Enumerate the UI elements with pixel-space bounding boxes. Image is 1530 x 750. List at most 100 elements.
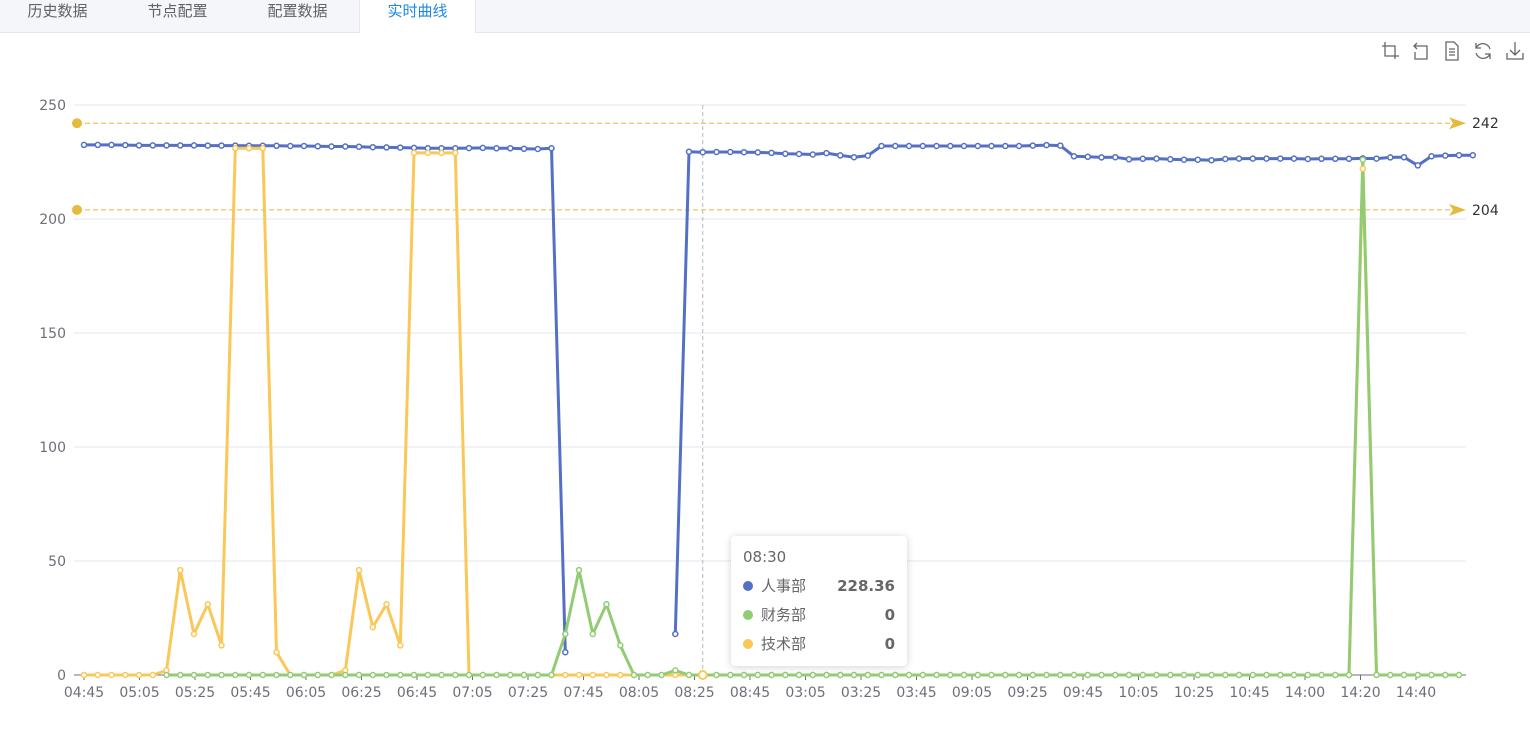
data-point [520, 145, 528, 153]
data-point [259, 671, 267, 679]
data-point [163, 142, 170, 149]
mark-line-arrow [1449, 203, 1466, 216]
x-tick-label: 06:45 [397, 685, 437, 701]
data-point [300, 142, 308, 150]
data-point [424, 671, 432, 679]
data-point [1442, 152, 1449, 159]
data-point [672, 667, 679, 674]
data-point [190, 671, 198, 679]
data-point [534, 671, 542, 679]
data-point [108, 671, 115, 679]
data-point [988, 142, 995, 150]
data-point [232, 671, 239, 679]
x-tick-label: 03:25 [841, 685, 881, 701]
x-tick-label: 04:45 [64, 685, 104, 701]
data-point [1345, 671, 1353, 679]
x-tick-label: 07:25 [508, 685, 548, 701]
data-point [1304, 671, 1312, 679]
data-point [273, 142, 280, 150]
data-point [397, 642, 404, 649]
data-point [465, 671, 473, 679]
mark-line-label: 242 [1472, 116, 1499, 132]
data-point [259, 145, 267, 152]
series-color-dot [743, 580, 753, 591]
data-point [1235, 671, 1243, 679]
data-point [1112, 153, 1119, 161]
data-point [300, 671, 308, 679]
data-point [218, 142, 225, 149]
data-point [1070, 153, 1078, 160]
data-point [1043, 141, 1050, 149]
tab-history-data[interactable]: 历史数据 [27, 2, 88, 20]
data-point [878, 671, 885, 679]
data-point [837, 152, 844, 159]
data-point [383, 144, 390, 151]
data-point [809, 151, 817, 158]
data-point [589, 630, 597, 638]
y-tick-label: 200 [39, 212, 66, 228]
data-point [177, 142, 184, 149]
data-point [740, 671, 748, 679]
data-point [507, 145, 514, 152]
data-point [1277, 671, 1284, 679]
data-point [218, 671, 225, 679]
data-point [795, 671, 803, 679]
data-point [1125, 156, 1133, 163]
data-point [1180, 671, 1188, 679]
data-point [795, 150, 803, 158]
zoom-icon[interactable] [1380, 40, 1402, 62]
data-point [1359, 156, 1367, 163]
chart-tooltip: 08:30 人事部 228.36 财务部 0 技术部 0 [731, 536, 907, 666]
data-point [177, 671, 184, 679]
y-tick-label: 250 [39, 98, 66, 114]
data-point [1153, 155, 1160, 162]
data-point [232, 145, 239, 152]
data-point [850, 153, 858, 161]
data-point [1057, 671, 1064, 679]
data-point [864, 671, 872, 679]
data-point [190, 142, 198, 149]
data-point [245, 145, 253, 152]
data-point [273, 648, 280, 656]
zoom-reset-icon[interactable] [1411, 40, 1433, 62]
data-point [465, 144, 473, 152]
data-point [80, 671, 88, 679]
tab-node-config[interactable]: 节点配置 [147, 2, 208, 20]
data-point [273, 671, 280, 679]
restore-icon[interactable] [1472, 40, 1494, 62]
data-point [328, 671, 335, 679]
mark-line-start-dot [72, 204, 82, 215]
data-point [562, 648, 569, 656]
data-point [1070, 671, 1078, 679]
data-view-icon[interactable] [1441, 40, 1463, 62]
x-tick-label: 05:45 [230, 685, 270, 701]
data-point [314, 143, 322, 150]
data-point [1332, 671, 1339, 679]
data-point [1400, 671, 1408, 679]
save-image-icon[interactable] [1504, 40, 1526, 62]
data-point [740, 148, 748, 156]
data-point [1318, 155, 1325, 163]
data-point [630, 671, 638, 679]
data-point [204, 142, 212, 149]
data-point [1194, 671, 1202, 679]
data-point [754, 149, 762, 156]
data-point [768, 671, 775, 679]
data-point [493, 145, 500, 152]
data-point [108, 141, 115, 149]
data-point [1194, 156, 1202, 163]
data-point [548, 145, 555, 152]
tab-realtime-curve[interactable]: 实时曲线 [359, 0, 476, 33]
x-tick-label: 09:05 [952, 685, 992, 701]
data-point [410, 671, 418, 679]
tab-bar: 历史数据 节点配置 配置数据 实时曲线 [0, 0, 1530, 33]
x-tick-label: 10:45 [1229, 685, 1269, 701]
data-point [218, 642, 225, 649]
data-point [149, 142, 157, 149]
tab-config-data[interactable]: 配置数据 [267, 2, 328, 20]
data-point [919, 142, 927, 150]
data-point [1387, 671, 1394, 679]
y-tick-label: 100 [39, 440, 66, 456]
data-point [369, 671, 377, 679]
